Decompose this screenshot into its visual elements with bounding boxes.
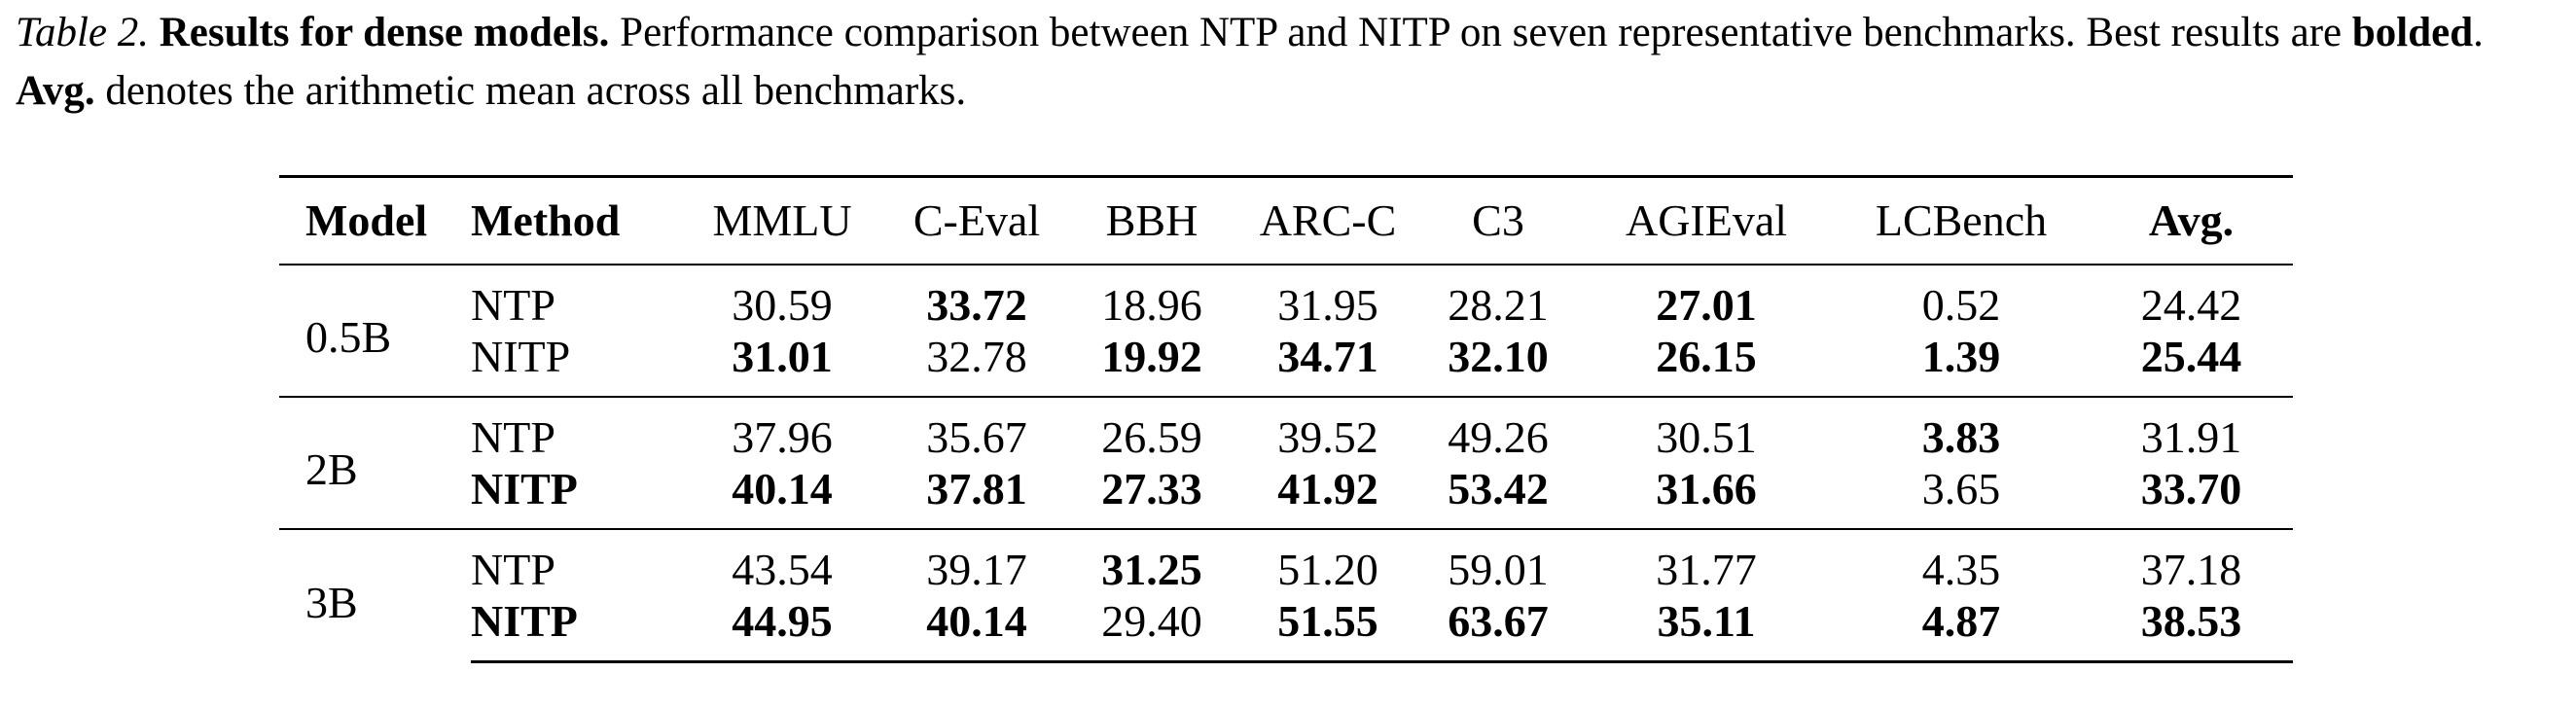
column-header: Avg. bbox=[2090, 175, 2293, 266]
table-row: 0.5B NTP 30.59 33.72 18.96 31.95 28.21 27.01 0.5… bbox=[279, 265, 2293, 363]
score-cell-bbh: 31.25 bbox=[1064, 527, 1239, 595]
score-cell-agieval: 31.66 bbox=[1656, 463, 1757, 513]
score-cell-agieval: 30.51 bbox=[1580, 395, 1833, 463]
model-name-cell: 0.5B bbox=[305, 312, 392, 362]
score-cell-avg: 31.91 bbox=[2090, 395, 2293, 463]
table-row: 2B NTP 37.96 35.67 26.59 39.52 49.26 30.51 3.83 3… bbox=[279, 395, 2293, 529]
caption-avg-term: Avg. bbox=[16, 68, 95, 114]
score-cell-agieval: 31.77 bbox=[1580, 527, 1833, 595]
column-header: Method bbox=[471, 175, 675, 266]
column-header: C3 bbox=[1416, 175, 1580, 266]
score-cell-arc-c: 34.71 bbox=[1277, 331, 1378, 381]
score-cell-lcbench: 3.83 bbox=[1833, 395, 2090, 463]
score-cell-lcbench: 3.65 bbox=[1921, 463, 2001, 513]
method-cell: NTP bbox=[471, 395, 675, 463]
method-cell: NITP bbox=[471, 463, 578, 513]
column-header: MMLU bbox=[675, 175, 889, 266]
table-row: NITP 40.14 37.81 27.33 41.92 53.42 31.66 3.65 33… bbox=[279, 463, 2293, 529]
score-cell-c3: 53.42 bbox=[1448, 463, 1549, 513]
caption-text-3: denotes the arithmetic mean across all b… bbox=[105, 68, 967, 114]
score-cell-mmlu: 30.59 bbox=[732, 279, 833, 330]
score-cell-c3: 32.10 bbox=[1448, 331, 1549, 381]
score-cell-c-eval: 37.81 bbox=[926, 463, 1027, 513]
score-cell-c-eval: 40.14 bbox=[889, 594, 1064, 663]
results-table: Model Method MMLU C-Eval BBH ARC-C C3 AGIEval LC… bbox=[279, 175, 2293, 663]
score-cell-c3: 59.01 bbox=[1416, 527, 1580, 595]
model-group: 0.5B NTP 30.59 33.72 18.96 31.95 28.21 27.01 0.5… bbox=[279, 265, 2293, 397]
score-cell-avg: 38.53 bbox=[2090, 594, 2293, 663]
method-cell: NTP bbox=[471, 279, 555, 330]
column-header: AGIEval bbox=[1580, 175, 1833, 266]
score-cell-avg: 25.44 bbox=[2140, 331, 2242, 381]
table-row: NITP 31.01 32.78 19.92 34.71 32.10 26.15 1.39 25… bbox=[279, 331, 2293, 397]
score-cell-bbh: 26.59 bbox=[1064, 395, 1239, 463]
score-cell-arc-c: 51.20 bbox=[1239, 527, 1416, 595]
table-caption: Table 2. Results for dense models. Perfo… bbox=[16, 4, 2564, 121]
score-cell-arc-c: 31.95 bbox=[1277, 279, 1378, 330]
score-cell-mmlu: 44.95 bbox=[675, 594, 889, 663]
column-header: C-Eval bbox=[889, 175, 1064, 266]
score-cell-avg: 33.70 bbox=[2140, 463, 2242, 513]
score-cell-arc-c: 39.52 bbox=[1239, 395, 1416, 463]
table-row: 3B NTP 43.54 39.17 31.25 51.20 59.01 31.77 4.35 3… bbox=[279, 527, 2293, 661]
method-cell: NITP bbox=[471, 331, 571, 381]
method-cell: NITP bbox=[471, 594, 675, 663]
column-header: LCBench bbox=[1833, 175, 2090, 266]
score-cell-agieval: 26.15 bbox=[1656, 331, 1757, 381]
score-cell-arc-c: 41.92 bbox=[1277, 463, 1378, 513]
score-cell-c3: 28.21 bbox=[1448, 279, 1549, 330]
score-cell-lcbench: 4.87 bbox=[1833, 594, 2090, 663]
score-cell-bbh: 29.40 bbox=[1064, 594, 1239, 663]
score-cell-agieval: 35.11 bbox=[1580, 594, 1833, 663]
score-cell-c-eval: 35.67 bbox=[889, 395, 1064, 463]
caption-text-1: Performance comparison between NTP and N… bbox=[620, 10, 2343, 55]
method-cell: NTP bbox=[471, 527, 675, 595]
header-row: Model Method MMLU C-Eval BBH ARC-C C3 AGIEval LC… bbox=[279, 175, 2293, 266]
caption-title: Results for dense models. bbox=[159, 10, 610, 55]
model-name-cell: 3B bbox=[279, 527, 471, 661]
score-cell-bbh: 27.33 bbox=[1101, 463, 1202, 513]
score-cell-mmlu: 40.14 bbox=[732, 463, 833, 513]
model-name-cell: 2B bbox=[279, 395, 471, 529]
score-cell-c3: 63.67 bbox=[1416, 594, 1580, 663]
model-group: 3B NTP 43.54 39.17 31.25 51.20 59.01 31.77 4.35 3… bbox=[279, 527, 2293, 663]
column-header: Model bbox=[279, 175, 471, 266]
score-cell-bbh: 18.96 bbox=[1101, 279, 1202, 330]
caption-bolded-word: bolded bbox=[2351, 10, 2474, 55]
column-header: BBH bbox=[1064, 175, 1239, 266]
score-cell-c3: 49.26 bbox=[1416, 395, 1580, 463]
score-cell-lcbench: 0.52 bbox=[1921, 279, 2001, 330]
caption-label: Table 2. bbox=[16, 10, 149, 55]
score-cell-agieval: 27.01 bbox=[1656, 279, 1757, 330]
score-cell-c-eval: 39.17 bbox=[889, 527, 1064, 595]
score-cell-c-eval: 33.72 bbox=[926, 279, 1027, 330]
score-cell-c-eval: 32.78 bbox=[926, 331, 1027, 381]
score-cell-avg: 37.18 bbox=[2090, 527, 2293, 595]
score-cell-mmlu: 31.01 bbox=[732, 331, 833, 381]
column-header: ARC-C bbox=[1239, 175, 1416, 266]
caption-text-2: . bbox=[2473, 10, 2484, 55]
score-cell-bbh: 19.92 bbox=[1101, 331, 1202, 381]
table-row: NITP 44.95 40.14 29.40 51.55 63.67 35.11 4.87 38… bbox=[279, 594, 2293, 663]
score-cell-lcbench: 4.35 bbox=[1833, 527, 2090, 595]
score-cell-avg: 24.42 bbox=[2140, 279, 2242, 330]
model-group: 2B NTP 37.96 35.67 26.59 39.52 49.26 30.51 3.83 3… bbox=[279, 395, 2293, 529]
score-cell-arc-c: 51.55 bbox=[1239, 594, 1416, 663]
score-cell-lcbench: 1.39 bbox=[1921, 331, 2001, 381]
score-cell-mmlu: 43.54 bbox=[675, 527, 889, 595]
score-cell-mmlu: 37.96 bbox=[675, 395, 889, 463]
